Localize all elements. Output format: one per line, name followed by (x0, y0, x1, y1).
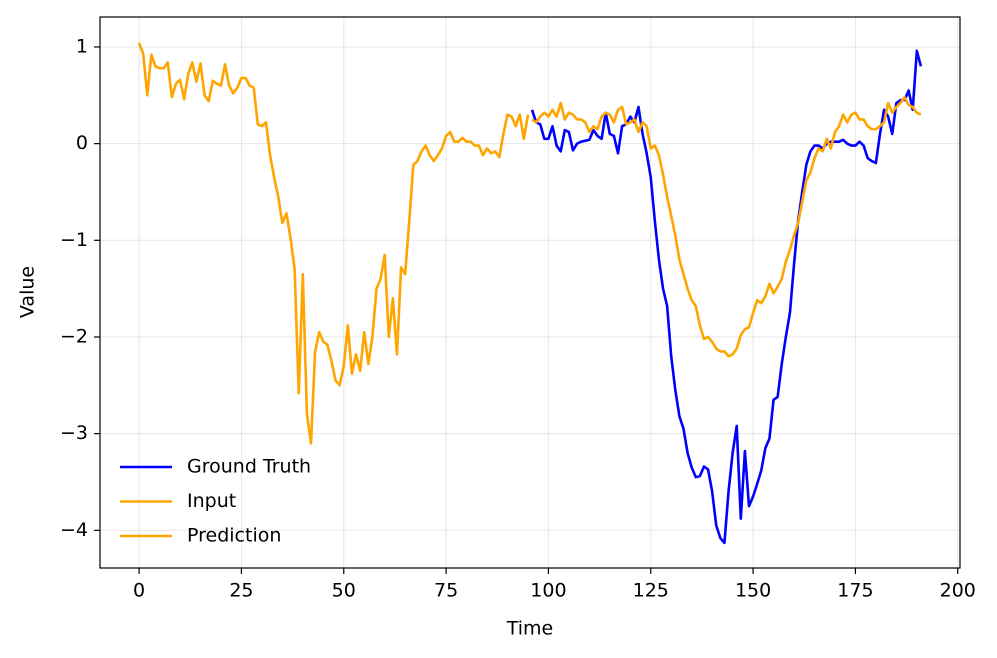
x-tick-label: 125 (633, 580, 669, 602)
data-line (530, 49, 923, 545)
data-line (137, 42, 530, 445)
legend-label: Ground Truth (187, 456, 311, 478)
x-tick-label: 100 (530, 580, 566, 602)
y-tick-label: −4 (60, 519, 88, 541)
x-tick-label: 0 (133, 580, 145, 602)
y-tick-label: −2 (60, 325, 88, 347)
x-axis-label: Time (506, 618, 554, 640)
x-tick-label: 175 (837, 580, 873, 602)
x-tick-label: 200 (940, 580, 976, 602)
y-tick-label: 0 (76, 132, 88, 154)
legend-label: Input (187, 490, 236, 512)
x-tick-label: 25 (229, 580, 253, 602)
x-tick-label: 75 (434, 580, 458, 602)
y-tick-label: −3 (60, 422, 88, 444)
x-tick-label: 50 (332, 580, 356, 602)
y-axis-label: Value (17, 266, 39, 318)
y-tick-label: −1 (60, 229, 88, 251)
data-line (531, 95, 922, 358)
plot-frame (99, 16, 961, 569)
x-tick-label: 150 (735, 580, 771, 602)
legend-label: Prediction (187, 525, 281, 547)
y-tick-label: 1 (76, 35, 88, 57)
